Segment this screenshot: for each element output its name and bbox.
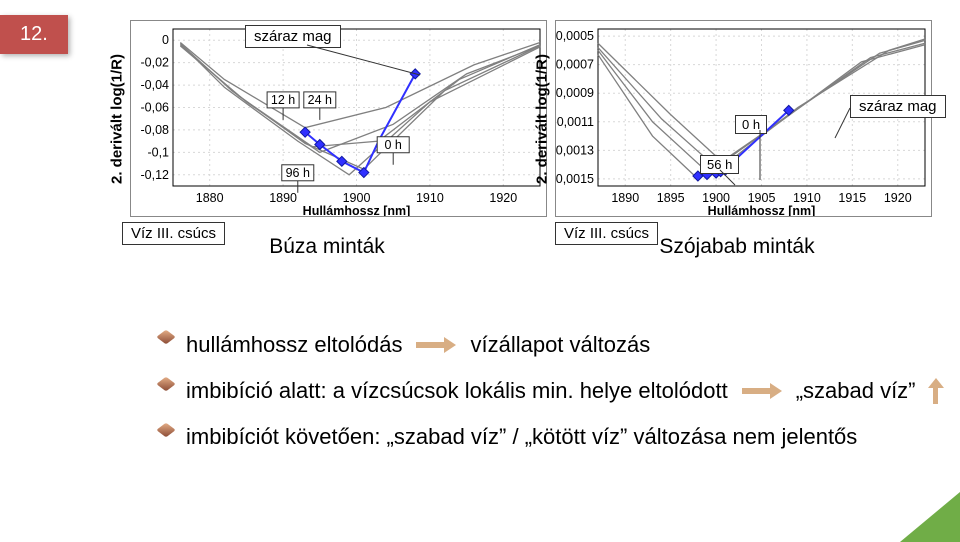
bullet-3-text: imbibíciót követően: „szabad víz” / „köt…	[186, 414, 857, 460]
label-szaraz-top: száraz mag	[245, 25, 341, 48]
bullet-3: imbibíciót követően: „szabad víz” / „köt…	[160, 414, 960, 460]
svg-text:Hullámhossz [nm]: Hullámhossz [nm]	[708, 204, 816, 216]
svg-text:12 h: 12 h	[271, 93, 295, 107]
svg-text:1910: 1910	[416, 191, 444, 205]
arrow-icon	[742, 385, 782, 397]
svg-text:1890: 1890	[269, 191, 297, 205]
label-56h: 56 h	[700, 155, 739, 174]
plot-right-ylabel: 2. derivált log(1/R)	[534, 53, 551, 183]
plot-left-svg: 1880 1890 1900 1910 1920 0 -0,02 -0,04 -0,06 -0,0…	[131, 21, 546, 216]
svg-text:-0,0009: -0,0009	[556, 86, 594, 100]
svg-text:1880: 1880	[196, 191, 224, 205]
caption-left: Búza minták	[122, 235, 532, 259]
bullet-2a-text: imbibíció alatt: a vízcsúcsok lokális mi…	[186, 368, 728, 414]
svg-text:-0,04: -0,04	[141, 78, 170, 92]
plot-captions: Búza minták Szójabab minták	[122, 235, 942, 259]
svg-text:1890: 1890	[611, 191, 639, 205]
corner-accent	[900, 492, 960, 542]
slide: 12. 2. derivált log(1/R) 1880 1890 1900 191…	[0, 0, 960, 542]
svg-text:-0,02: -0,02	[141, 56, 170, 70]
svg-text:1920: 1920	[489, 191, 517, 205]
svg-text:1910: 1910	[793, 191, 821, 205]
svg-text:1895: 1895	[657, 191, 685, 205]
svg-text:1915: 1915	[838, 191, 866, 205]
svg-text:-0,0015: -0,0015	[556, 172, 594, 186]
up-arrow-icon	[930, 378, 942, 404]
plot-left: 2. derivált log(1/R) 1880189019001910192…	[130, 20, 547, 217]
caption-right: Szójabab minták	[532, 235, 942, 259]
svg-text:1900: 1900	[702, 191, 730, 205]
svg-text:0 h: 0 h	[385, 138, 402, 152]
svg-text:-0,0013: -0,0013	[556, 143, 594, 157]
bullet-1: hullámhossz eltolódás vízállapot változá…	[160, 322, 960, 368]
bullet-2b-text: „szabad víz”	[796, 368, 916, 414]
bullet-1a-text: hullámhossz eltolódás	[186, 322, 402, 368]
bullet-1b-text: vízállapot változás	[470, 322, 650, 368]
svg-text:-0,0011: -0,0011	[556, 115, 594, 129]
svg-text:1900: 1900	[343, 191, 371, 205]
svg-text:1905: 1905	[748, 191, 776, 205]
svg-text:-0,08: -0,08	[141, 123, 170, 137]
svg-text:Hullámhossz [nm]: Hullámhossz [nm]	[303, 204, 411, 216]
svg-text:-0,06: -0,06	[141, 101, 170, 115]
svg-text:0: 0	[162, 33, 169, 47]
slide-number-badge: 12.	[0, 15, 68, 54]
svg-text:1920: 1920	[884, 191, 912, 205]
svg-text:-0,1: -0,1	[147, 145, 169, 159]
bullet-list: hullámhossz eltolódás vízállapot változá…	[120, 322, 960, 461]
plot-left-ylabel: 2. derivált log(1/R)	[109, 53, 126, 183]
svg-text:24 h: 24 h	[308, 93, 332, 107]
arrow-icon	[416, 339, 456, 351]
svg-text:-0,0007: -0,0007	[556, 58, 594, 72]
bullet-2: imbibíció alatt: a vízcsúcsok lokális mi…	[160, 368, 960, 414]
svg-text:96 h: 96 h	[286, 166, 310, 180]
label-0h: 0 h	[735, 115, 767, 134]
label-szaraz-right: száraz mag	[850, 95, 946, 118]
svg-text:-0,0005: -0,0005	[556, 29, 594, 43]
svg-text:-0,12: -0,12	[141, 168, 170, 182]
